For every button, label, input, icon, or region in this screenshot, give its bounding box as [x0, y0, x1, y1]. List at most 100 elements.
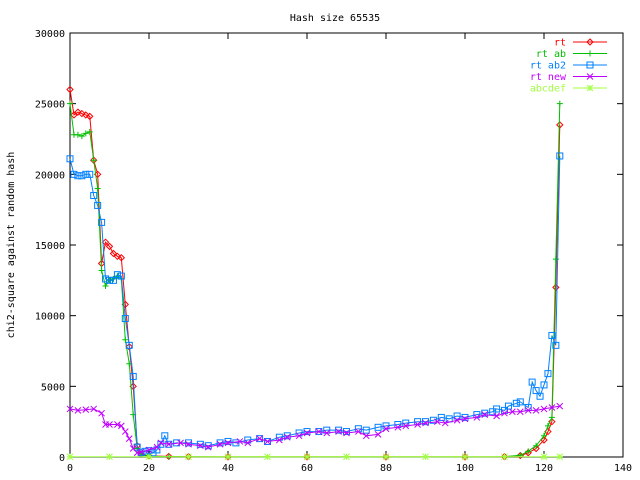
data-point: [224, 453, 232, 461]
data-point: [114, 421, 121, 428]
data-point: [533, 442, 540, 449]
data-point: [125, 435, 133, 442]
data-point: [74, 407, 82, 414]
data-point: [544, 422, 551, 429]
data-point: [516, 408, 524, 416]
data-point: [256, 435, 264, 443]
data-point: [548, 414, 555, 421]
legend-marker: [586, 61, 594, 69]
data-point: [303, 429, 311, 437]
data-point: [224, 453, 232, 461]
data-point: [78, 133, 85, 140]
data-point: [125, 341, 133, 349]
data-point: [94, 185, 101, 192]
data-point: [501, 409, 508, 417]
data-point: [548, 404, 556, 411]
data-point: [106, 421, 113, 428]
legend-marker: [586, 38, 594, 46]
data-point: [98, 409, 105, 417]
data-point: [244, 439, 252, 447]
data-point: [556, 453, 564, 461]
data-point: [196, 442, 204, 450]
data-point: [82, 111, 90, 119]
data-point: [74, 172, 82, 180]
data-point: [422, 419, 429, 427]
data-point: [125, 343, 133, 351]
data-point: [121, 314, 129, 322]
series-layer: [66, 85, 564, 461]
data-point: [117, 254, 126, 262]
data-point: [121, 428, 129, 435]
data-point: [204, 442, 212, 450]
data-point: [556, 152, 564, 160]
data-point: [105, 242, 114, 251]
data-point: [94, 201, 102, 209]
data-point: [343, 428, 350, 436]
data-point: [256, 435, 263, 442]
data-point: [524, 407, 532, 414]
data-point: [461, 415, 469, 423]
data-point: [544, 370, 552, 378]
data-point: [216, 440, 224, 448]
data-point: [102, 282, 109, 289]
x-tick-label: 60: [301, 463, 313, 474]
data-point: [556, 402, 564, 410]
data-point: [441, 419, 449, 427]
data-point: [493, 405, 501, 413]
data-point: [101, 238, 110, 246]
data-point: [453, 412, 461, 420]
series-abcdef: [66, 453, 564, 461]
data-point: [461, 453, 469, 461]
data-point: [541, 432, 547, 439]
data-point: [86, 128, 93, 135]
data-point: [303, 453, 311, 461]
data-point: [556, 100, 563, 107]
legend-marker: [586, 84, 594, 92]
data-point: [66, 85, 74, 94]
data-point: [264, 438, 271, 445]
data-point: [66, 155, 74, 163]
data-point: [343, 429, 350, 437]
data-point: [106, 276, 113, 284]
legend-marker: [586, 73, 594, 80]
data-point: [382, 425, 390, 433]
y-tick-label: 10000: [35, 312, 65, 323]
data-point: [509, 408, 516, 416]
chart-title: Hash size 65535: [290, 13, 380, 24]
data-point: [525, 448, 532, 455]
data-point: [303, 453, 311, 461]
data-point: [82, 406, 90, 414]
data-point: [264, 453, 271, 461]
data-point: [161, 432, 169, 440]
data-point: [473, 414, 481, 421]
data-point: [414, 421, 421, 428]
data-point: [74, 108, 82, 116]
x-tick-label: 140: [614, 463, 632, 474]
data-point: [78, 109, 86, 118]
data-point: [343, 453, 350, 461]
data-point: [382, 453, 390, 461]
data-point: [165, 440, 173, 448]
legend-label: rt ab2: [530, 61, 566, 72]
data-point: [122, 336, 129, 343]
data-point: [493, 412, 500, 420]
data-point: [185, 440, 192, 448]
data-point: [185, 453, 192, 461]
data-point: [66, 453, 74, 461]
data-point: [517, 452, 524, 459]
data-point: [102, 275, 110, 283]
data-point: [315, 428, 323, 435]
legend-label: rt: [554, 38, 566, 49]
data-point: [117, 272, 125, 280]
series-line: [69, 103, 561, 458]
data-point: [82, 170, 90, 178]
series-rt: [66, 85, 564, 461]
data-point: [516, 398, 524, 406]
data-point: [283, 433, 291, 441]
data-point: [204, 443, 212, 451]
data-point: [113, 271, 121, 279]
x-tick-label: 0: [67, 463, 73, 474]
legend-label: rt new: [530, 72, 567, 83]
